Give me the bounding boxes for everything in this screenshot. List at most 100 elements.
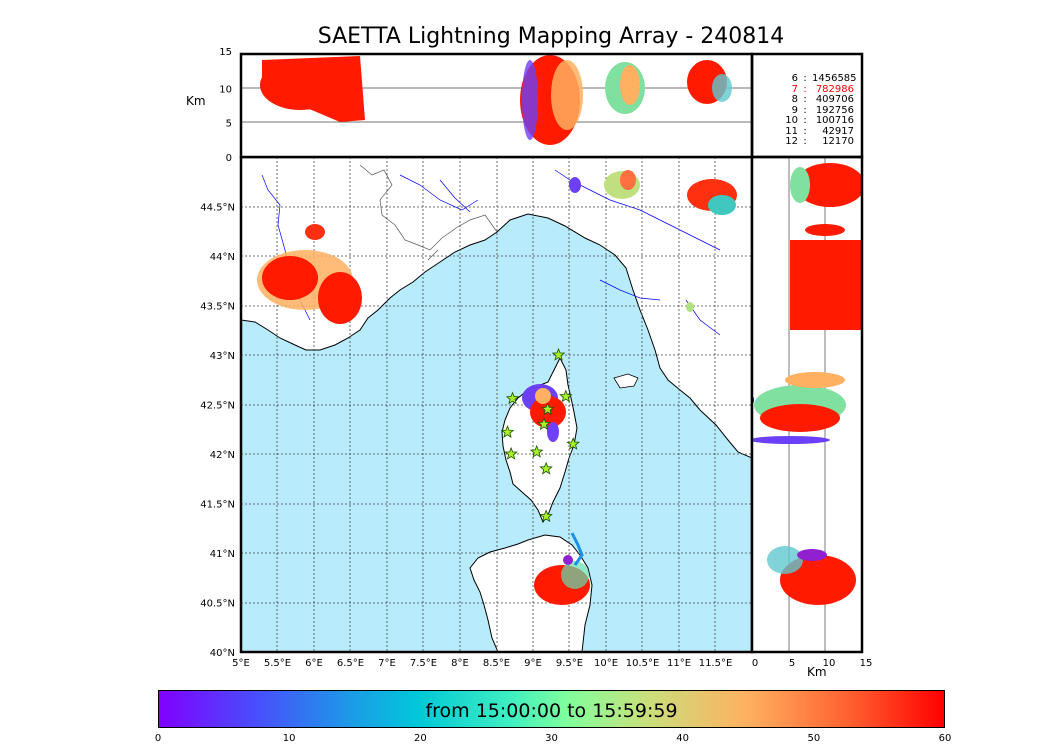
cluster-emilia-teal (708, 195, 736, 215)
lat-tick: 40°N (210, 648, 235, 659)
station-star (539, 461, 553, 475)
count-key: 7 (791, 83, 798, 95)
lat-tick: 43.5°N (200, 302, 235, 313)
map-panel (241, 157, 752, 652)
alt-tick-labels: 0 5 10 15 (219, 47, 232, 164)
count-sep: : (803, 136, 807, 147)
lon-tick: 8.5°E (483, 658, 510, 669)
count-sep: : (803, 83, 807, 95)
alt-tick: 15 (219, 47, 232, 58)
count-sep: : (803, 73, 807, 84)
lon-tick: 6°E (305, 658, 323, 669)
colorbar-tick: 10 (282, 733, 296, 744)
cluster-corsica-mid (535, 388, 551, 404)
km-tick: 10 (823, 658, 836, 669)
lat-tick: 44°N (210, 252, 235, 263)
count-value: 1456585 (812, 73, 857, 84)
count-key: 10 (785, 115, 798, 126)
cluster-provence-north (305, 224, 325, 240)
lat-tick-labels: 40°N 40.5°N 41°N 41.5°N 42°N 42.5°N 43°N 43.5°N… (200, 203, 235, 660)
sardinia (469, 534, 593, 652)
count-sep: : (803, 125, 807, 137)
lat-tick: 44.5°N (200, 203, 235, 214)
lon-tick: 7°E (378, 658, 396, 669)
cluster-ligurian-dot (686, 302, 694, 312)
altitude-lon-panel (241, 54, 752, 157)
count-key: 9 (791, 104, 798, 116)
alt-axis-label: Km (186, 94, 206, 108)
lat-tick: 41°N (210, 549, 235, 560)
count-row: 11: 42917 (758, 125, 854, 138)
count-key: 11 (785, 125, 798, 137)
count-value: 42917 (822, 125, 854, 137)
lightning-clusters (257, 170, 737, 605)
count-key: 12 (785, 136, 798, 147)
lat-altitude-panel (752, 157, 862, 652)
sardinia-east-blue-track (570, 532, 584, 566)
count-value: 409706 (815, 94, 854, 105)
rivers (261, 169, 721, 336)
count-row: 9:192756 (758, 104, 854, 117)
colorbar-tick: 60 (938, 733, 952, 744)
count-sep: : (803, 115, 807, 126)
colorbar-tick: 0 (154, 733, 162, 744)
lon-tick: 9°E (524, 658, 542, 669)
cluster-tuscany-core (620, 170, 636, 190)
station-star (537, 417, 551, 431)
colorbar (158, 690, 945, 728)
lon-tick: 9.5°E (556, 658, 583, 669)
km-tick: 5 (789, 658, 795, 669)
colorbar-label: from 15:00:00 to 15:59:59 (425, 700, 678, 722)
cluster-provence-south (318, 272, 362, 324)
lon-tick: 10.5°E (626, 658, 660, 669)
km-tick-labels: 0 5 10 15 (752, 658, 873, 669)
lon-tick: 6.5°E (337, 658, 364, 669)
colorbar-tick: 40 (676, 733, 690, 744)
station-star (505, 391, 520, 405)
colorbar-tick: 50 (807, 733, 821, 744)
lat-tick: 43°N (210, 351, 235, 362)
count-row: 7:782986 (758, 83, 854, 96)
cluster-tuscany-blue (569, 177, 581, 193)
colorbar-tick: 30 (545, 733, 558, 744)
alt-tick: 10 (219, 84, 232, 95)
station-star (559, 389, 573, 403)
km-axis-label: Km (807, 665, 827, 679)
count-sep: : (803, 104, 807, 116)
lon-tick: 8°E (451, 658, 469, 669)
station-markers (500, 347, 580, 523)
lon-tick: 5.5°E (264, 658, 291, 669)
colorbar-tick: 20 (413, 733, 427, 744)
lon-tick: 10°E (594, 658, 618, 669)
station-star (551, 347, 566, 361)
cluster-sardinia-violet (563, 555, 573, 565)
cluster-corsica-lower (547, 422, 559, 442)
count-row: 12: 12170 (758, 136, 854, 148)
count-row: 10:100716 (758, 115, 854, 127)
station-star (500, 425, 515, 439)
plot-title: SAETTA Lightning Mapping Array - 240814 (317, 24, 785, 49)
lat-tick: 40.5°N (200, 599, 235, 610)
station-star (540, 402, 555, 416)
lat-tick: 42.5°N (200, 401, 235, 412)
count-value: 100716 (815, 115, 854, 126)
count-row: 6:1456585 (758, 73, 857, 85)
station-star (529, 444, 544, 458)
alt-tick: 5 (226, 119, 232, 130)
km-tick: 0 (752, 658, 758, 669)
lon-tick: 5°E (232, 658, 250, 669)
count-key: 6 (791, 73, 798, 84)
count-sep: : (803, 94, 807, 105)
elba (613, 373, 639, 389)
station-star (539, 509, 553, 523)
lon-tick-labels: 5°E 5.5°E 6°E 6.5°E 7°E 7.5°E 8°E 8.5°E 9°E 9.5°E… (232, 658, 732, 669)
cluster-provence-core (262, 256, 318, 300)
station-star (504, 446, 518, 460)
lon-tick: 11°E (667, 658, 691, 669)
lat-tick: 42°N (210, 450, 235, 461)
source-counts: 6:1456585 7:782986 8:409706 9:192756 10:1007… (758, 73, 857, 148)
lon-tick: 7.5°E (410, 658, 437, 669)
lat-tick: 41.5°N (200, 500, 235, 511)
count-key: 8 (791, 94, 798, 105)
